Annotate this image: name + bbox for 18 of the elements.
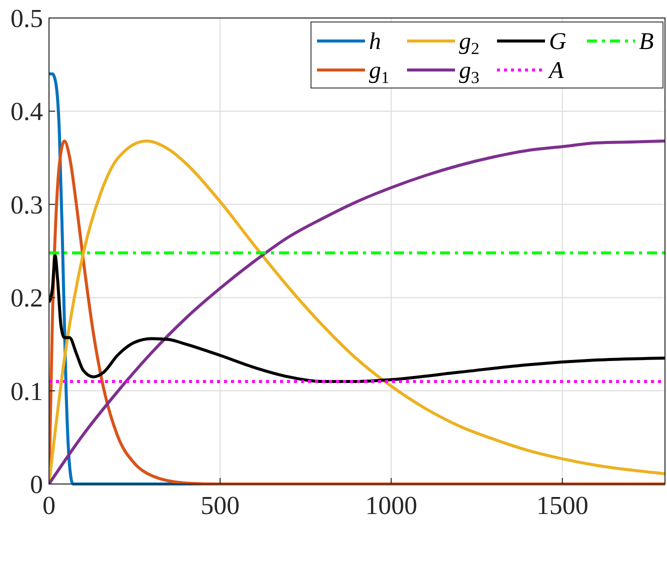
y-tick-label: 0.1 [10, 376, 43, 406]
legend-label: B [639, 29, 654, 55]
legend-label: g$_{3}$ [459, 58, 480, 88]
y-tick-label: 0.3 [10, 190, 43, 220]
x-tick-label: 1500 [536, 491, 588, 520]
y-tick-label: 0.5 [10, 4, 43, 33]
y-tick-label: 0 [30, 470, 43, 499]
x-tick-label: 500 [200, 491, 240, 520]
legend-label: g$_{2}$ [459, 29, 480, 58]
line-series [49, 140, 665, 486]
y-tick-label: 0.2 [10, 284, 43, 313]
legend-label: g$_{1}$ [369, 58, 390, 88]
y-tick-label: 0.4 [10, 97, 43, 126]
legend-label: A [547, 58, 564, 84]
legend-label: G [549, 29, 566, 55]
legend-label: h [369, 29, 381, 55]
line-series [49, 254, 665, 383]
x-tick-label: 1000 [365, 491, 418, 520]
